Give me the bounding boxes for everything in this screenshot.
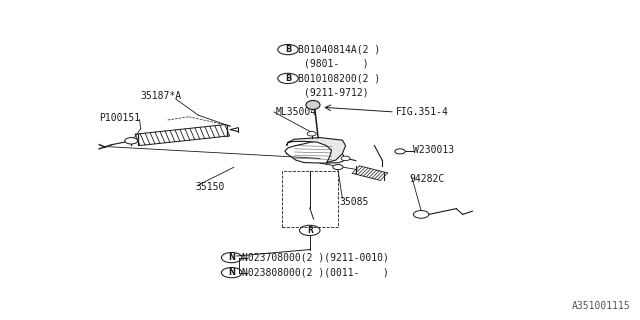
Text: B01040814A(2 ): B01040814A(2 )	[298, 44, 380, 55]
Text: (9801-    ): (9801- )	[304, 59, 369, 69]
Text: 94282C: 94282C	[410, 174, 445, 184]
Circle shape	[413, 211, 429, 218]
Text: 35085: 35085	[339, 196, 369, 207]
Circle shape	[307, 132, 316, 136]
Text: R: R	[307, 226, 313, 235]
Text: N: N	[228, 253, 235, 262]
Text: P100151: P100151	[99, 113, 140, 124]
Text: B: B	[285, 45, 291, 54]
Text: N: N	[228, 268, 235, 277]
Circle shape	[333, 164, 343, 170]
Text: B: B	[285, 74, 291, 83]
Text: W230013: W230013	[413, 145, 454, 156]
Ellipse shape	[306, 100, 320, 109]
Text: (9211-9712): (9211-9712)	[304, 88, 369, 98]
Text: 35187*A: 35187*A	[141, 91, 182, 101]
Text: FIG.351-4: FIG.351-4	[396, 107, 449, 117]
Circle shape	[125, 138, 138, 144]
Text: N023808000(2 )(0011-    ): N023808000(2 )(0011- )	[242, 268, 388, 278]
Circle shape	[395, 149, 405, 154]
Text: N023708000(2 )(9211-0010): N023708000(2 )(9211-0010)	[242, 252, 388, 263]
Text: B010108200(2 ): B010108200(2 )	[298, 73, 380, 84]
Text: A351001115: A351001115	[572, 301, 630, 311]
Text: ML35004: ML35004	[275, 107, 316, 117]
Text: 35150: 35150	[195, 182, 225, 192]
Polygon shape	[287, 138, 346, 163]
Circle shape	[341, 156, 350, 161]
